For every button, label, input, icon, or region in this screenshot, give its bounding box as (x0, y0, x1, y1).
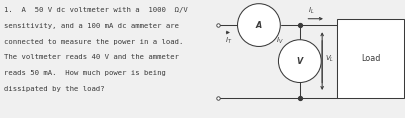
Text: dissipated by the load?: dissipated by the load? (4, 86, 104, 92)
Text: V: V (296, 57, 302, 66)
Text: $I_L$: $I_L$ (307, 6, 313, 16)
Text: $I_V$: $I_V$ (275, 36, 283, 46)
Text: Load: Load (360, 55, 379, 63)
Text: 1.  A  50 V dc voltmeter with a  1000  Ω/V: 1. A 50 V dc voltmeter with a 1000 Ω/V (4, 7, 187, 13)
Text: sensitivity, and a 100 mA dc ammeter are: sensitivity, and a 100 mA dc ammeter are (4, 23, 179, 29)
Circle shape (278, 40, 320, 82)
Text: reads 50 mA.  How much power is being: reads 50 mA. How much power is being (4, 70, 166, 76)
Text: connected to measure the power in a load.: connected to measure the power in a load… (4, 39, 183, 45)
Text: $V_L$: $V_L$ (324, 54, 333, 64)
Text: $I_T$: $I_T$ (225, 36, 232, 46)
Text: The voltmeter reads 40 V and the ammeter: The voltmeter reads 40 V and the ammeter (4, 54, 179, 60)
Circle shape (237, 4, 279, 46)
Bar (336, 19, 403, 98)
Text: A: A (255, 21, 261, 30)
